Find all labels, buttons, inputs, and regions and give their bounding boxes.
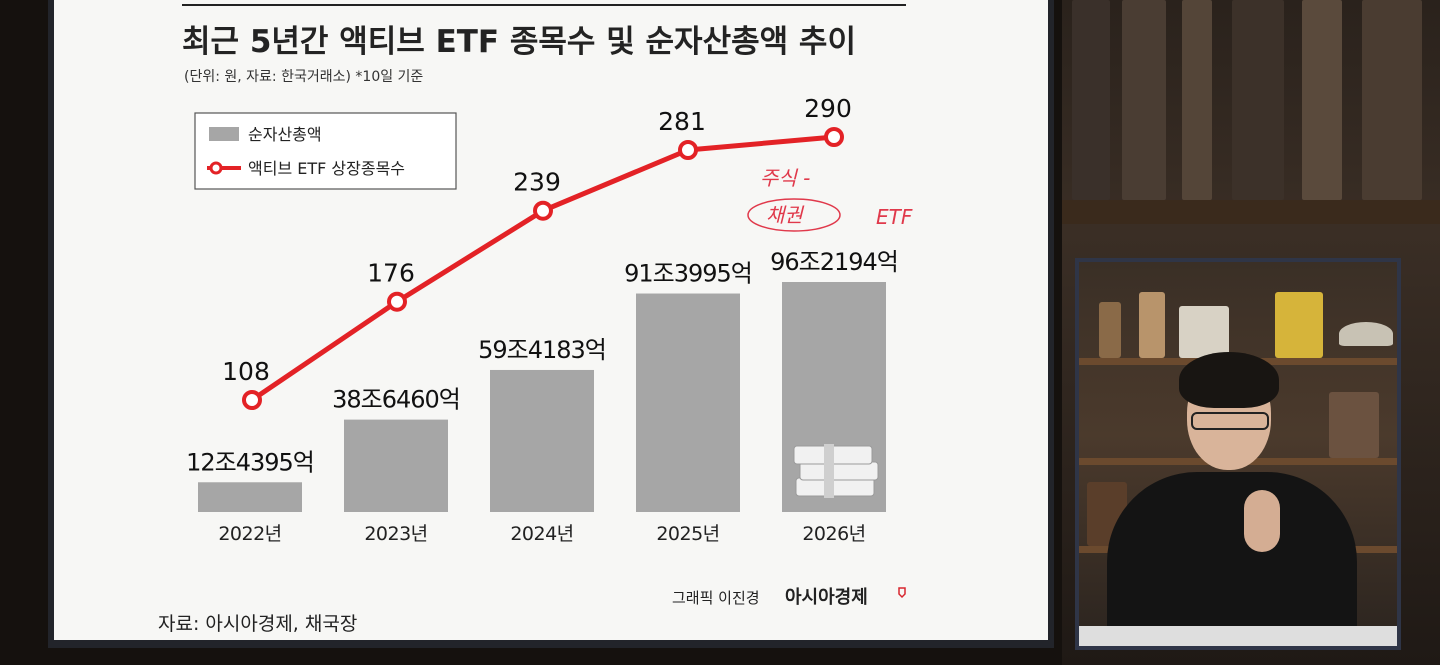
chart-title: 최근 5년간 액티브 ETF 종목수 및 순자산총액 추이: [182, 24, 856, 60]
bar-value-label: 96조2194억: [770, 248, 898, 276]
legend-line-marker: [209, 161, 223, 175]
figurine: [1139, 292, 1165, 358]
bar-value-label: 38조6460억: [332, 386, 460, 414]
annotation-circle: [747, 198, 841, 232]
legend-bar-swatch: [209, 127, 239, 141]
line-value-label: 176: [367, 259, 415, 288]
line-value-label: 290: [804, 94, 852, 123]
bar-3: [636, 293, 740, 512]
person-hair: [1179, 352, 1279, 408]
bar-1: [344, 419, 448, 512]
money-stack-icon: [793, 444, 879, 498]
x-tick-label: 2025년: [656, 523, 719, 545]
legend-bar-label: 순자산총액: [248, 125, 322, 144]
book-spine: [1302, 0, 1342, 200]
book-spine: [1072, 0, 1110, 200]
handwritten-annotation: 주식 - 채권 ETF: [747, 166, 913, 232]
legend-line-label: 액티브 ETF 상장종목수: [248, 159, 405, 178]
person-glasses: [1191, 412, 1269, 430]
annotation-line2: 채권: [766, 203, 805, 227]
figurine: [1099, 302, 1121, 358]
book-spine: [1329, 392, 1379, 458]
annotation-line1: 주식 -: [760, 166, 810, 190]
line-value-label: 108: [222, 357, 270, 386]
person-hand: [1244, 490, 1280, 552]
legend-box: [194, 112, 457, 190]
book-spine: [1182, 0, 1212, 200]
book-stack: [1179, 306, 1229, 358]
bar-value-label: 12조4395억: [186, 448, 314, 476]
x-axis-labels: 2022년 2023년 2024년 2025년 2026년: [218, 523, 866, 545]
legend: 순자산총액 액티브 ETF 상장종목수: [194, 112, 457, 190]
shelf-board: [1062, 200, 1440, 224]
desk: [1079, 626, 1397, 646]
bar-0: [198, 482, 302, 512]
bar-value-label: 59조4183억: [478, 336, 606, 364]
bar-value-label: 91조3995억: [624, 260, 752, 288]
book-spine: [1122, 0, 1166, 200]
book-spine: [1362, 0, 1422, 200]
x-tick-label: 2026년: [802, 523, 865, 545]
bar-value-labels: 12조4395억 38조6460억 59조4183억 91조3995억 96조2194억: [186, 248, 899, 476]
line-point-4: [824, 127, 844, 147]
line-point-2: [533, 200, 553, 221]
x-tick-label: 2024년: [510, 523, 573, 545]
source-note: 자료: 아시아경제, 채국장: [158, 613, 357, 635]
x-tick-label: 2023년: [364, 523, 427, 545]
line-value-label: 239: [513, 168, 561, 197]
line-point-0: [242, 390, 262, 410]
brand-logo-text: 아시아경제: [785, 587, 868, 608]
bar-2: [490, 369, 594, 512]
x-tick-label: 2022년: [218, 523, 281, 545]
line-point-3: [678, 140, 698, 161]
bar-series: [198, 282, 886, 512]
chart-canvas: 최근 5년간 액티브 ETF 종목수 및 순자산총액 추이 (단위: 원, 자료…: [158, 4, 913, 635]
chart-subtitle: (단위: 원, 자료: 한국거래소) *10일 기준: [184, 69, 423, 85]
book-spine: [1232, 0, 1284, 200]
person-body: [1107, 472, 1357, 646]
webcam-overlay: [1075, 258, 1401, 650]
line-series: 108 176 239 281 290: [222, 94, 852, 410]
graphic-credit: 그래픽 이진경: [672, 589, 760, 607]
figurine: [1275, 292, 1323, 358]
annotation-suffix: ETF: [876, 205, 913, 229]
brand-mark-icon: [898, 587, 906, 599]
line-value-label: 281: [658, 107, 706, 136]
desk-lamp: [1339, 322, 1393, 346]
chart-slide: 최근 5년간 액티브 ETF 종목수 및 순자산총액 추이 (단위: 원, 자료…: [48, 0, 1054, 648]
line-point-1: [387, 291, 407, 312]
